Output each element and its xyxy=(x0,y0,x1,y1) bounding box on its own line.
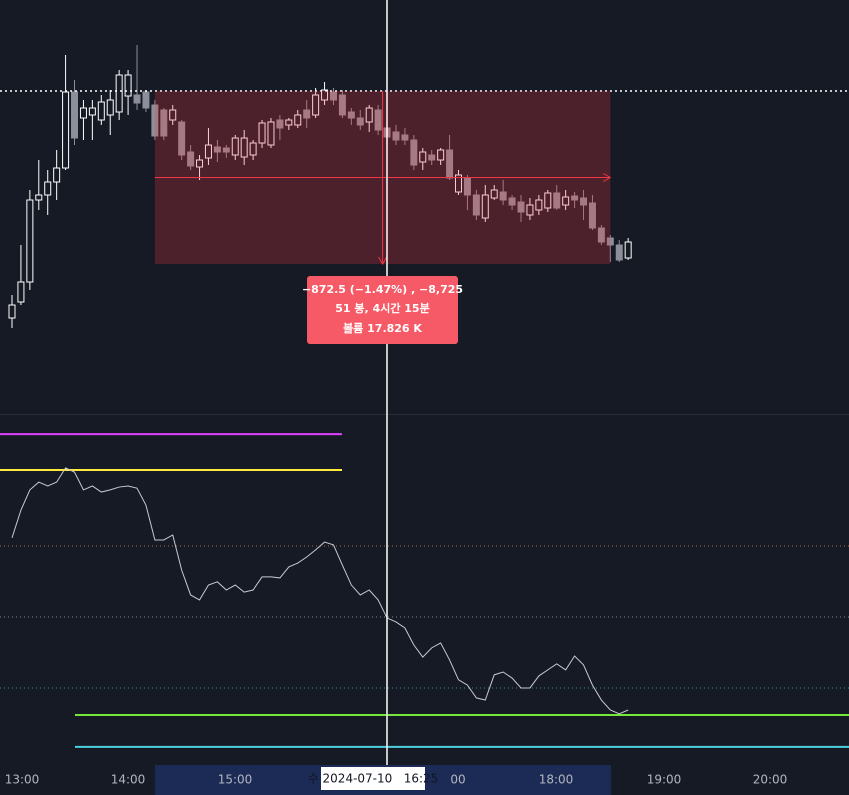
crosshair-time-box xyxy=(321,767,425,790)
candle-body xyxy=(276,119,284,129)
candle-body xyxy=(428,154,436,161)
candle-body xyxy=(338,94,346,116)
candle-body xyxy=(624,241,632,259)
candle-body xyxy=(8,304,16,319)
candle-body xyxy=(97,101,105,121)
candle-body xyxy=(187,151,195,167)
candle-body xyxy=(178,121,186,156)
time-axis-labels: 13:00 14:00 15:00 00 18:00 19:00 20:00 xyxy=(5,773,788,787)
candle-body xyxy=(204,144,212,159)
time-tick-label: 14:00 xyxy=(111,773,146,787)
candle-body xyxy=(62,91,70,169)
candle-body xyxy=(267,121,275,146)
candle-body xyxy=(79,107,87,119)
candle-body xyxy=(169,109,177,121)
candle-body xyxy=(580,197,588,206)
candle-body xyxy=(71,91,79,139)
candle-body xyxy=(53,167,61,183)
candle-body xyxy=(455,174,462,193)
candle-body xyxy=(133,94,141,104)
candle-body xyxy=(231,137,239,156)
candle-body xyxy=(303,109,311,119)
arrow-head xyxy=(378,256,388,266)
time-tick-label: 18:00 xyxy=(539,773,574,787)
candle-body xyxy=(562,196,570,206)
candle-body xyxy=(258,122,266,144)
candle-body xyxy=(499,191,507,201)
arrow-head xyxy=(603,173,612,182)
candle-body xyxy=(392,131,400,141)
candle-body xyxy=(44,181,52,196)
candle-body xyxy=(196,159,204,168)
candle-body xyxy=(615,244,623,261)
candle-body xyxy=(553,192,561,209)
candle-body xyxy=(472,194,480,216)
candle-body xyxy=(508,197,516,206)
candle-body xyxy=(35,194,43,201)
candle-body xyxy=(240,137,248,158)
candle-body xyxy=(347,111,355,119)
candle-body xyxy=(222,147,230,153)
candle-body xyxy=(213,146,221,153)
candle-body xyxy=(490,189,498,199)
candle-body xyxy=(401,134,409,141)
candle-body xyxy=(312,94,320,116)
candle-body xyxy=(285,119,293,126)
candle-body xyxy=(544,192,552,209)
crosshair-time-label: 수 2024-07-10 16:25 xyxy=(308,772,439,786)
candle-body xyxy=(571,195,579,201)
candle-body xyxy=(329,91,337,101)
candle-body xyxy=(597,227,605,243)
candle-body xyxy=(588,202,596,229)
time-tick-label: 19:00 xyxy=(647,773,682,787)
candle-body xyxy=(160,109,168,137)
candle-body xyxy=(26,199,34,283)
candle-body xyxy=(481,194,489,219)
candle-body xyxy=(437,149,445,161)
measure-tooltip xyxy=(307,276,458,344)
time-tick-label: 15:00 xyxy=(218,773,253,787)
candle-body xyxy=(142,91,150,109)
candle-body xyxy=(606,237,614,246)
candle-body xyxy=(151,104,159,137)
candle-body xyxy=(249,142,257,156)
candle-body xyxy=(106,99,114,116)
tooltip-line: −872.5 (−1.47%) , −8,725 xyxy=(302,283,463,296)
time-tick-label: 20:00 xyxy=(753,773,788,787)
time-tick-label: 13:00 xyxy=(5,773,40,787)
candle-body xyxy=(17,281,25,303)
candle-body xyxy=(517,201,525,213)
candle-body xyxy=(356,117,364,126)
candle-body xyxy=(374,109,382,131)
candle-body xyxy=(115,74,123,113)
time-tick-label: 00 xyxy=(450,773,465,787)
candle-body xyxy=(526,204,534,216)
indicator-line xyxy=(11,467,629,715)
candle-body xyxy=(535,199,543,211)
candle-body xyxy=(124,74,132,97)
candle-body xyxy=(419,151,427,163)
candle-body xyxy=(410,139,418,166)
candle-body xyxy=(321,89,329,101)
candle-body xyxy=(88,107,96,116)
candle-body xyxy=(294,114,302,126)
tooltip-line: 볼륨 17.826 K xyxy=(343,322,422,335)
candle-body xyxy=(365,107,373,123)
tooltip-line: 51 봉, 4시간 15분 xyxy=(335,301,429,315)
